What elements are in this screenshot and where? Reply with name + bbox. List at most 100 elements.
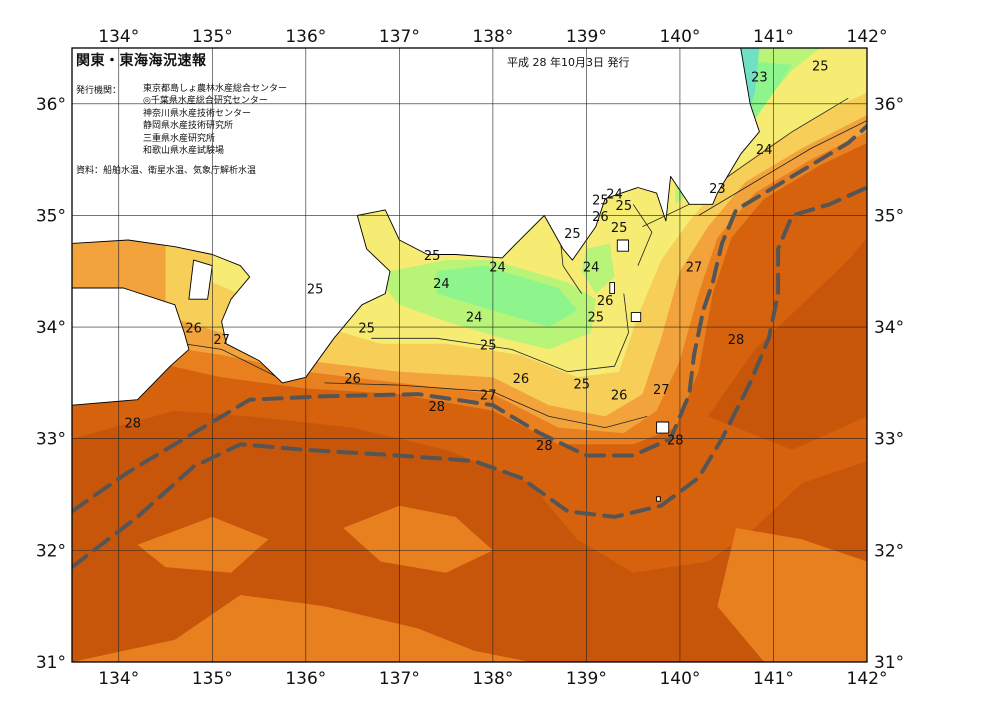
latitude-tick-label-right: 34° <box>874 318 904 338</box>
landmass <box>188 259 213 300</box>
isotherm-label: 24 <box>583 260 600 275</box>
issuer-item: ◎千葉県水産総合研究センター <box>143 96 268 107</box>
isotherm-label: 23 <box>709 182 726 197</box>
longitude-tick-label-top: 139° <box>566 27 607 47</box>
latitude-tick-label-right: 32° <box>874 541 904 561</box>
axis-tick-labels: 134° 134° 135° 135° 136° 136° 137° 137° 138° 138°… <box>36 27 904 689</box>
isotherm-label: 28 <box>536 439 553 454</box>
longitude-tick-label-bottom: 136° <box>285 669 326 689</box>
issuer-item: 和歌山県水産試験場 <box>143 146 225 157</box>
map-frame <box>71 47 868 663</box>
issuer-label: 発行機関： <box>76 86 122 96</box>
isotherm-label: 25 <box>616 199 633 214</box>
longitude-tick-label-bottom: 135° <box>192 669 233 689</box>
issuer-list: 東京都島しょ農林水産総合センター ◎千葉県水産総合研究センター 神奈川県水産技術… <box>143 83 287 157</box>
isotherm-label: 26 <box>597 294 614 309</box>
longitude-tick-label-bottom: 140° <box>659 669 700 689</box>
isotherm-label: 27 <box>213 333 230 348</box>
isotherm-label: 26 <box>611 389 628 404</box>
sst-band-24 <box>581 243 615 294</box>
landmass <box>630 312 642 322</box>
isotherm-label: 28 <box>125 417 142 432</box>
sst-band-28 <box>137 516 269 573</box>
landmass <box>656 421 670 434</box>
latitude-tick-label-left: 32° <box>36 541 66 561</box>
longitude-tick-label-bottom: 139° <box>566 669 607 689</box>
issuer-item: 神奈川県水産技術センター <box>143 108 252 119</box>
longitude-tick-label-top: 136° <box>285 27 326 47</box>
latitude-tick-label-left: 31° <box>36 653 66 673</box>
latitude-tick-label-right: 31° <box>874 653 904 673</box>
isotherm-label: 27 <box>686 260 703 275</box>
isotherm-label: 24 <box>756 143 773 158</box>
graticule <box>72 48 867 662</box>
longitude-tick-label-bottom: 141° <box>753 669 794 689</box>
sst-band-30 <box>708 237 867 450</box>
isotherm-label: 28 <box>428 400 445 415</box>
latitude-tick-label-left: 35° <box>36 206 66 226</box>
landmass <box>656 496 661 502</box>
sst-band-28 <box>717 528 867 662</box>
isotherm-label: 24 <box>606 188 623 203</box>
landmass <box>72 287 190 406</box>
isotherm-line <box>642 97 849 227</box>
issuer-item: 三重県水産研究所 <box>143 133 216 144</box>
sst-band-23 <box>436 265 578 328</box>
isotherm-label: 25 <box>480 338 497 353</box>
data-source-note: 資料：船舶水温、衛星水温、気象庁解析水温 <box>76 166 257 176</box>
issue-date: 平成 28 年10月3日 発行 <box>507 56 630 69</box>
isotherm-label: 25 <box>611 221 628 236</box>
isotherm-label: 25 <box>573 377 590 392</box>
isotherm-label: 25 <box>587 311 604 326</box>
isotherm-label: 25 <box>592 193 609 208</box>
longitude-tick-label-bottom: 137° <box>379 669 420 689</box>
isotherm-label: 26 <box>513 372 530 387</box>
isotherm-label: 26 <box>185 322 202 337</box>
kuroshio-axis-lines <box>72 124 867 570</box>
longitude-tick-label-bottom: 134° <box>98 669 139 689</box>
isotherm-label: 25 <box>424 249 441 264</box>
latitude-tick-label-left: 34° <box>36 318 66 338</box>
longitude-tick-label-top: 141° <box>753 27 794 47</box>
longitude-tick-label-top: 138° <box>472 27 513 47</box>
isotherm-label: 24 <box>466 311 483 326</box>
longitude-tick-label-bottom: 138° <box>472 669 513 689</box>
isotherm-label: 28 <box>728 333 745 348</box>
isotherm-label: 25 <box>358 322 375 337</box>
isotherm-label: 26 <box>344 372 361 387</box>
isotherm-labels: 2523242325242526252525242424262524272525… <box>125 59 829 454</box>
isotherm-label: 25 <box>564 227 581 242</box>
isotherm-label: 28 <box>667 433 684 448</box>
kuroshio-axis <box>72 185 867 570</box>
issuer-item: 静岡県水産技術研究所 <box>143 121 234 132</box>
issuer-item: 東京都島しょ農林水産総合センター <box>143 84 288 94</box>
sst-band-28 <box>343 505 493 573</box>
latitude-tick-label-right: 33° <box>874 430 904 450</box>
landmass <box>609 281 615 295</box>
map-title: 関東・東海海況速報 <box>76 53 207 69</box>
longitude-tick-label-top: 135° <box>192 27 233 47</box>
isotherm-line <box>324 382 648 429</box>
isotherm-line <box>698 120 867 216</box>
landmass <box>616 239 629 252</box>
latitude-tick-label-right: 35° <box>874 206 904 226</box>
longitude-tick-label-top: 140° <box>659 27 700 47</box>
isotherm-lines <box>146 97 867 429</box>
longitude-tick-label-top: 134° <box>98 27 139 47</box>
isotherm-label: 25 <box>307 283 324 298</box>
isotherm-label: 23 <box>751 70 768 85</box>
longitude-tick-label-top: 142° <box>847 27 888 47</box>
longitude-tick-label-bottom: 142° <box>847 669 888 689</box>
isotherm-label: 24 <box>489 260 506 275</box>
isotherm-label: 26 <box>592 210 609 225</box>
latitude-tick-label-right: 36° <box>874 95 904 115</box>
isotherm-line <box>371 293 629 373</box>
latitude-tick-label-left: 36° <box>36 95 66 115</box>
longitude-tick-label-top: 137° <box>379 27 420 47</box>
isotherm-line <box>632 204 653 266</box>
sst-band-28 <box>72 595 531 662</box>
isotherm-label: 24 <box>433 277 450 292</box>
kuroshio-axis <box>72 124 867 514</box>
isotherm-label: 27 <box>480 389 497 404</box>
